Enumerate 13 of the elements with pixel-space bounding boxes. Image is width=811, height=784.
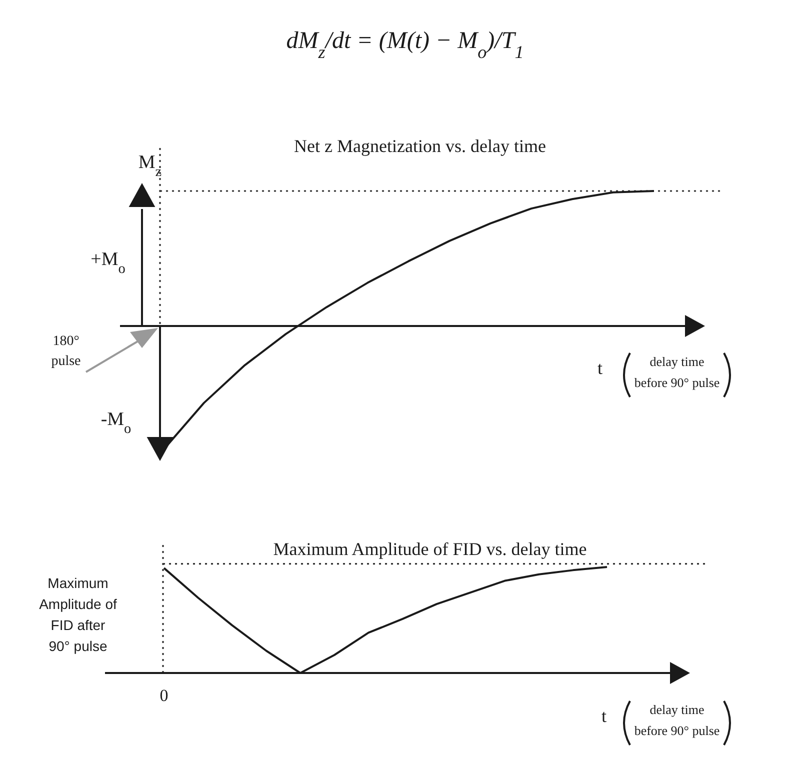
x-axis-title: t (597, 358, 603, 378)
annotation: +M$_{o}$ (90, 249, 126, 277)
text: 180° pulse (51, 334, 81, 369)
y-axis-title: M$_{z}$ (138, 152, 162, 180)
annotation: delay time before 90° pulse (634, 354, 720, 390)
chart-title: Maximum Amplitude of FID vs. delay time (273, 539, 587, 559)
text: dM$_{z}$/dt = (M(t) − M$_{o}$)/T$_{1}$ (286, 28, 524, 62)
y-axis-title: Maximum Amplitude of FID after 90° pulse (39, 575, 118, 654)
chart-title: Net z Magnetization vs. delay time (294, 136, 546, 156)
annotation: -M$_{o}$ (100, 409, 132, 437)
text: 0 (160, 686, 168, 705)
text: delay time before 90° pulse (634, 702, 720, 738)
x-axis-title: t (601, 706, 607, 726)
